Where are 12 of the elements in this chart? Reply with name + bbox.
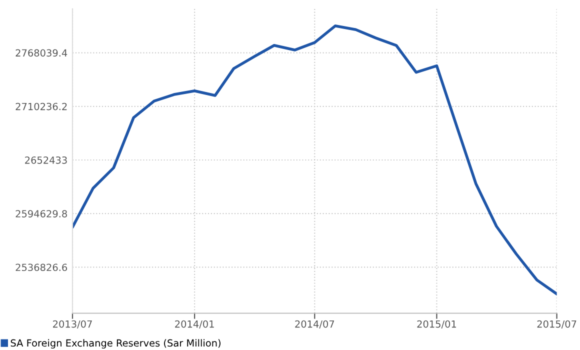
legend-label: SA Foreign Exchange Reserves (Sar Million) <box>10 339 220 349</box>
y-tick-label: 2594629.8 <box>16 210 67 218</box>
y-tick-label: 2652433 <box>25 156 67 164</box>
line-series <box>72 24 557 296</box>
y-tick-label: 2536826.6 <box>16 264 68 272</box>
y-tick-label: 2710236.2 <box>16 102 67 110</box>
x-tick-label: 2014/01 <box>175 320 214 328</box>
x-tick-label: 2014/07 <box>295 320 334 328</box>
y-tick-label: 2768039.4 <box>16 49 68 57</box>
x-tick-label: 2015/01 <box>417 320 456 328</box>
x-tick-label: 2013/07 <box>53 320 92 328</box>
x-tick-label: 2015/07 <box>537 320 576 328</box>
